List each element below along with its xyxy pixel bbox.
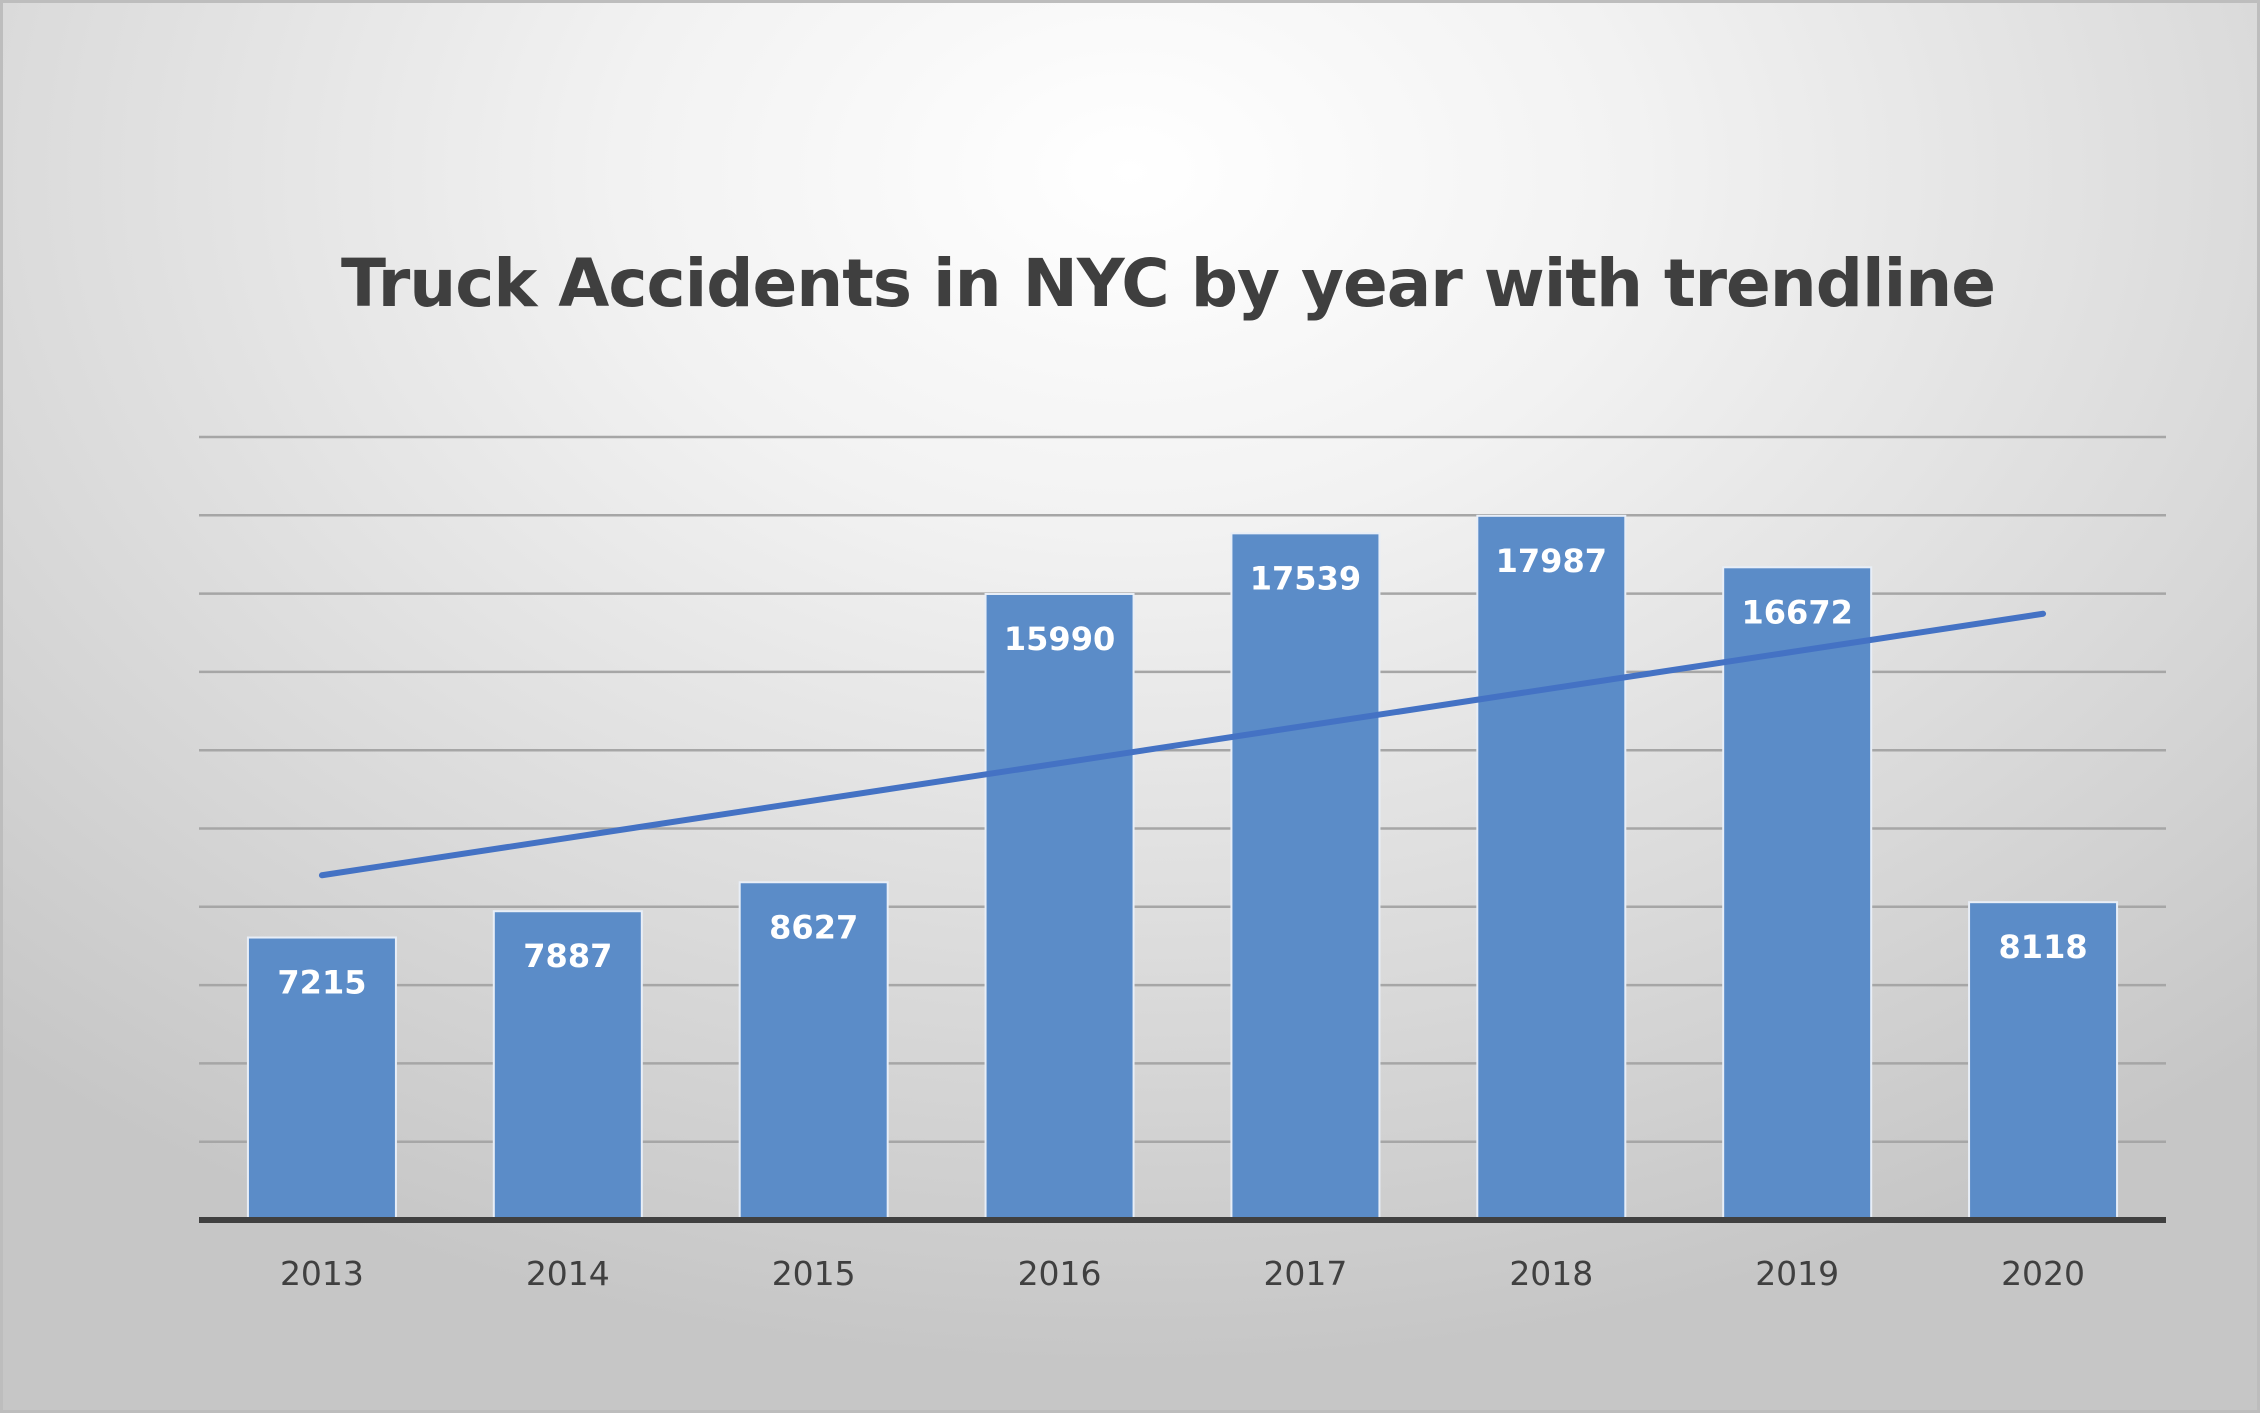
bar-2020	[1968, 901, 2119, 1221]
trendline	[318, 610, 2047, 879]
data-label-2013: 7215	[277, 964, 366, 1002]
data-label-2014: 7887	[523, 937, 612, 975]
x-tick-label-2015: 2015	[772, 1254, 856, 1293]
bar-2016	[984, 592, 1135, 1221]
bar-2015	[738, 881, 889, 1221]
x-tick-label-2017: 2017	[1263, 1254, 1347, 1293]
x-tick-label-2014: 2014	[526, 1254, 610, 1293]
bar-2014	[492, 910, 643, 1221]
x-tick-label-2013: 2013	[280, 1254, 364, 1293]
chart-title: Truck Accidents in NYC by year with tren…	[340, 245, 1996, 322]
bar-chart-plot: 7215 7887 8627 15990 17539 17987 16672 8118 201…	[199, 435, 2166, 1293]
x-axis: 2013 2014 2015 2016 2017 2018 2019 2020	[199, 1217, 2166, 1293]
data-label-2020: 8118	[1999, 928, 2088, 966]
bar-2018	[1476, 514, 1627, 1221]
data-labels: 7215 7887 8627 15990 17539 17987 16672 8118	[277, 542, 2087, 1002]
bar-2019	[1722, 566, 1873, 1221]
data-label-2018: 17987	[1496, 542, 1607, 580]
data-label-2016: 15990	[1004, 620, 1115, 658]
data-label-2019: 16672	[1742, 593, 1853, 631]
x-tick-label-2019: 2019	[1755, 1254, 1839, 1293]
data-label-2017: 17539	[1250, 559, 1361, 597]
data-label-2015: 8627	[769, 908, 858, 946]
x-tick-label-2018: 2018	[1509, 1254, 1593, 1293]
x-tick-label-2016: 2016	[1018, 1254, 1102, 1293]
trendline-line	[318, 610, 2047, 879]
x-tick-label-2020: 2020	[2001, 1254, 2085, 1293]
bars	[246, 514, 2119, 1222]
bar-2017	[1230, 532, 1381, 1221]
bar-2013	[246, 936, 397, 1222]
